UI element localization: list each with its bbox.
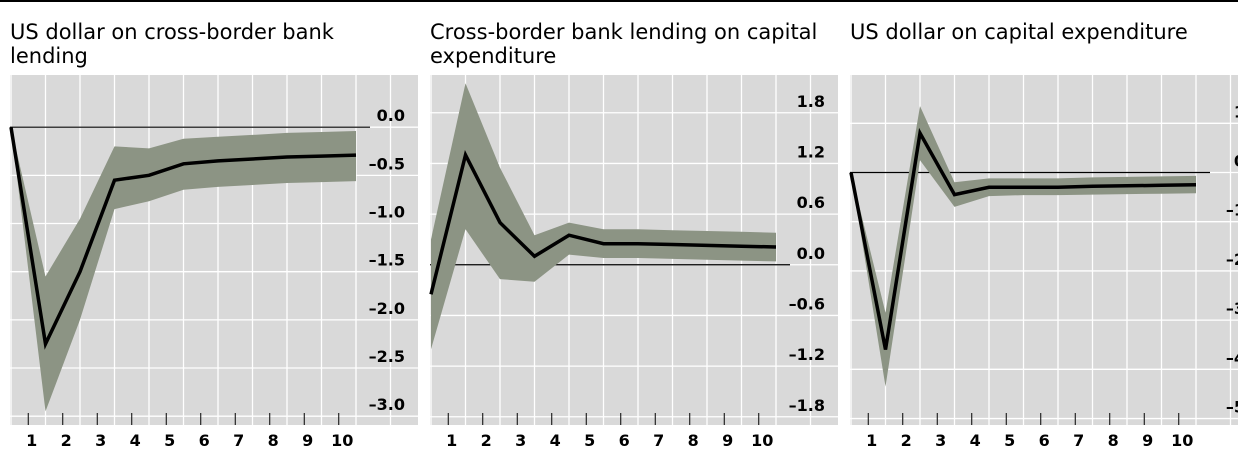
x-tick-label: 6 [1039, 431, 1050, 450]
y-tick-label: –0.6 [789, 294, 825, 313]
x-tick-label: 1 [446, 431, 457, 450]
x-tick-label: 8 [268, 431, 279, 450]
x-tick-label: 2 [481, 431, 492, 450]
chart-title-2: Cross-border bank lending on capital exp… [430, 20, 818, 68]
x-tick-label: 8 [688, 431, 699, 450]
y-tick-label: 1 [1234, 102, 1238, 121]
x-tick-label: 2 [901, 431, 912, 450]
confidence-band [851, 106, 1196, 387]
x-tick-label: 9 [302, 431, 313, 450]
y-tick-label: 1.8 [797, 92, 825, 111]
x-tick-label: 1 [866, 431, 877, 450]
series-line [429, 150, 777, 295]
y-tick-label: –0.5 [369, 154, 405, 173]
y-tick-label: –1.8 [789, 396, 825, 415]
x-tick-label: 10 [751, 431, 773, 450]
y-tick-label: 0.6 [797, 193, 825, 212]
x-tick-label: 9 [722, 431, 733, 450]
y-tick-label: –3 [1226, 299, 1238, 318]
x-tick-label: 4 [550, 431, 561, 450]
y-tick-label: –1.0 [369, 203, 405, 222]
y-tick-label: 0 [1234, 151, 1238, 170]
y-tick-label: –2.5 [369, 347, 405, 366]
y-tick-label: 0.0 [377, 106, 405, 125]
x-tick-label: 6 [619, 431, 630, 450]
y-tick-label: –3.0 [369, 395, 405, 414]
x-tick-label: 10 [1171, 431, 1193, 450]
x-tick-label: 6 [199, 431, 210, 450]
y-tick-label: 0.0 [797, 244, 825, 263]
x-tick-label: 4 [970, 431, 981, 450]
confidence-band [11, 127, 356, 412]
x-tick-label: 1 [26, 431, 37, 450]
chart-title-1: US dollar on cross-border bank lending [10, 20, 334, 68]
plot-background [850, 75, 1238, 425]
y-tick-label: –5 [1226, 398, 1238, 417]
x-tick-label: 3 [95, 431, 106, 450]
series-line [849, 127, 1197, 350]
x-tick-label: 3 [935, 431, 946, 450]
x-tick-label: 10 [331, 431, 353, 450]
y-tick-label: 1.2 [797, 142, 825, 161]
y-tick-label: –1.2 [789, 345, 825, 364]
chart-title-3: US dollar on capital expenditure [850, 20, 1188, 44]
x-tick-label: 7 [233, 431, 244, 450]
x-tick-label: 4 [130, 431, 141, 450]
series-line [9, 126, 357, 350]
x-tick-label: 3 [515, 431, 526, 450]
x-tick-label: 7 [1073, 431, 1084, 450]
y-tick-label: –4 [1226, 348, 1238, 367]
top-rule [0, 0, 1238, 2]
confidence-band [431, 83, 776, 350]
x-tick-label: 5 [164, 431, 175, 450]
x-tick-label: 7 [653, 431, 664, 450]
y-tick-label: –2 [1226, 250, 1238, 269]
y-tick-label: –2.0 [369, 299, 405, 318]
x-tick-label: 5 [1004, 431, 1015, 450]
x-tick-label: 9 [1142, 431, 1153, 450]
x-tick-label: 2 [61, 431, 72, 450]
x-tick-label: 5 [584, 431, 595, 450]
x-tick-label: 8 [1108, 431, 1119, 450]
y-tick-label: –1 [1226, 201, 1238, 220]
y-tick-label: –1.5 [369, 251, 405, 270]
